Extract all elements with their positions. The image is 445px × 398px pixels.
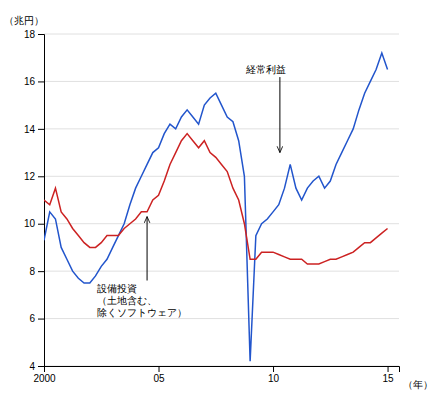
x-tick-label: 10 [268,373,280,384]
x-tick-mark [388,366,389,372]
y-tick-label: 14 [24,124,36,135]
y-tick-mark [38,34,44,35]
x-tick: 15 [382,366,394,384]
y-axis-line [38,35,45,367]
grid-line-y [44,81,399,82]
annotation-arrow [279,77,280,153]
grid-line-y [44,176,399,177]
y-tick-mark [38,366,44,367]
y-tick-label: 18 [24,29,36,40]
series-line [44,53,388,361]
grid-line-y [44,128,399,129]
y-tick: 8 [29,266,44,277]
grid-line-y [44,223,399,224]
y-tick-label: 10 [24,218,36,229]
x-tick-label: 15 [382,373,394,384]
y-axis: 4 6 8 10 12 14 16 18 [24,29,45,372]
grid-line-y [44,318,399,319]
x-axis-title: （年） [403,379,433,390]
lines [44,53,388,361]
y-tick: 18 [24,29,44,40]
series-line [44,134,388,264]
annotations: 経常利益設備投資（土地含む、除くソフトウェア） [97,64,286,317]
grid-line-y [44,34,399,35]
y-tick-mark [38,271,44,272]
y-tick-label: 12 [24,171,36,182]
annotation-arrow [147,217,148,281]
y-tick-mark [38,176,44,177]
x-axis-line [45,367,400,373]
x-tick-label: 2000 [33,373,56,384]
grid [44,34,399,366]
chart: 2000 05 10 15 4 6 8 10 12 14 16 18 （兆円） （年） 経常利益設備投資（土… [0,0,445,398]
y-tick-label: 8 [29,266,35,277]
y-tick-label: 4 [29,361,35,372]
y-tick-label: 16 [24,76,36,87]
y-axis-title: （兆円） [4,15,44,26]
y-tick: 12 [24,171,44,182]
x-tick: 05 [153,366,165,384]
y-tick: 6 [29,313,44,324]
x-tick-mark [159,366,160,372]
y-tick-mark [38,319,44,320]
plot: 2000 05 10 15 4 6 8 10 12 14 16 18 （兆円） （年） 経常利益設備投資（土… [4,15,433,390]
y-tick-mark [38,81,44,82]
x-tick: 10 [268,366,280,384]
y-tick: 10 [24,218,44,229]
x-tick-label: 05 [153,373,165,384]
grid-line-y [44,271,399,272]
y-tick-mark [38,224,44,225]
annotation-text: 経常利益 [245,64,286,75]
y-tick: 4 [29,361,44,372]
x-tick: 2000 [33,366,56,384]
annotation-text: 設備投資（土地含む、除くソフトウェア） [97,283,187,318]
y-tick: 14 [24,124,44,135]
y-tick-label: 6 [29,313,35,324]
y-tick-mark [38,129,44,130]
x-tick-mark [273,366,274,372]
y-tick: 16 [24,76,44,87]
x-axis: 2000 05 10 15 [33,366,399,384]
